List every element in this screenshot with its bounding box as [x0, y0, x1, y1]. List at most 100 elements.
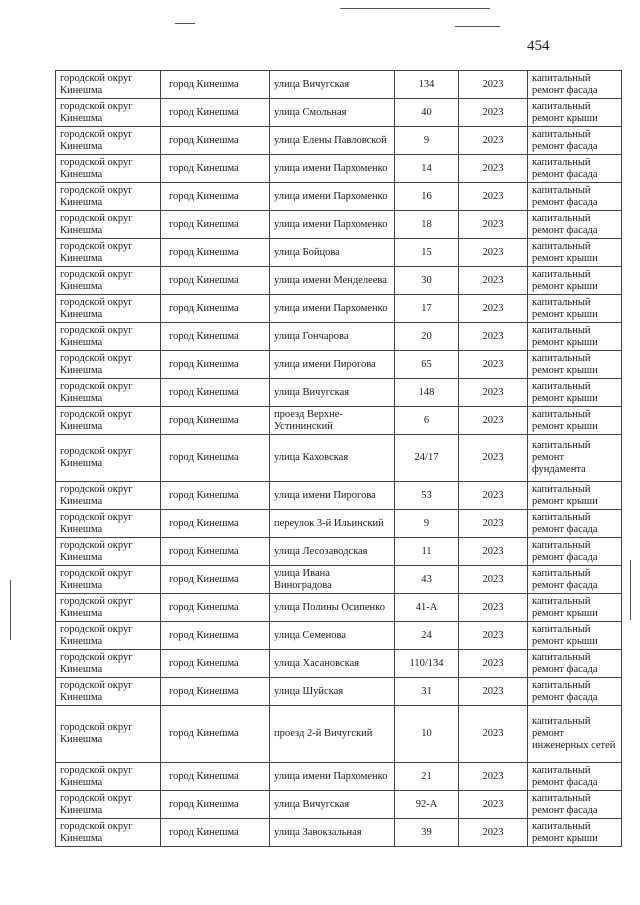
- work-type-cell: капитальный ремонт фасада: [527, 790, 622, 819]
- city-cell: город Кинешма: [160, 238, 270, 267]
- work-type-cell: капитальный ремонт фасада: [527, 154, 622, 183]
- year-cell: 2023: [458, 762, 528, 791]
- district-cell: городской округ Кинешма: [55, 266, 161, 295]
- street-cell: улица Полины Осипенко: [269, 593, 395, 622]
- year-cell: 2023: [458, 266, 528, 295]
- scan-artifact-top-line: [340, 8, 490, 9]
- work-type-cell: капитальный ремонт крыши: [527, 378, 622, 407]
- district-cell: городской округ Кинешма: [55, 565, 161, 594]
- table-row: городской округ Кинешма город Кинешма улиц…: [55, 154, 622, 183]
- street-cell: улица Гончарова: [269, 322, 395, 351]
- house-number-cell: 24: [394, 621, 459, 650]
- city-cell: город Кинешма: [160, 378, 270, 407]
- district-cell: городской округ Кинешма: [55, 818, 161, 847]
- city-cell: город Кинешма: [160, 537, 270, 566]
- table-row: городской округ Кинешма город Кинешма улиц…: [55, 537, 622, 566]
- district-cell: городской округ Кинешма: [55, 182, 161, 211]
- district-cell: городской округ Кинешма: [55, 649, 161, 678]
- city-cell: город Кинешма: [160, 509, 270, 538]
- house-number-cell: 40: [394, 98, 459, 127]
- year-cell: 2023: [458, 621, 528, 650]
- street-cell: улица имени Пархоменко: [269, 294, 395, 323]
- house-number-cell: 134: [394, 70, 459, 99]
- work-type-cell: капитальный ремонт фасада: [527, 70, 622, 99]
- year-cell: 2023: [458, 350, 528, 379]
- work-type-cell: капитальный ремонт крыши: [527, 98, 622, 127]
- district-cell: городской округ Кинешма: [55, 210, 161, 239]
- year-cell: 2023: [458, 481, 528, 510]
- street-cell: улица Елены Павловской: [269, 126, 395, 155]
- table-row: городской округ Кинешма город Кинешма улиц…: [55, 294, 622, 323]
- city-cell: город Кинешма: [160, 818, 270, 847]
- street-cell: улица имени Менделеева: [269, 266, 395, 295]
- work-type-cell: капитальный ремонт крыши: [527, 818, 622, 847]
- table-row: городской округ Кинешма город Кинешма улиц…: [55, 818, 622, 847]
- work-type-cell: капитальный ремонт крыши: [527, 294, 622, 323]
- table-row: городской округ Кинешма город Кинешма улиц…: [55, 621, 622, 650]
- street-cell: улица имени Пирогова: [269, 481, 395, 510]
- house-number-cell: 24/17: [394, 434, 459, 482]
- year-cell: 2023: [458, 154, 528, 183]
- scan-artifact-top-line: [455, 26, 500, 27]
- repair-schedule-table: городской округ Кинешма город Кинешма улиц…: [55, 70, 622, 847]
- scan-artifact-top-line: [175, 23, 195, 24]
- year-cell: 2023: [458, 818, 528, 847]
- work-type-cell: капитальный ремонт крыши: [527, 621, 622, 650]
- table-row: городской округ Кинешма город Кинешма улиц…: [55, 126, 622, 155]
- city-cell: город Кинешма: [160, 126, 270, 155]
- year-cell: 2023: [458, 238, 528, 267]
- city-cell: город Кинешма: [160, 677, 270, 706]
- year-cell: 2023: [458, 322, 528, 351]
- city-cell: город Кинешма: [160, 182, 270, 211]
- year-cell: 2023: [458, 70, 528, 99]
- year-cell: 2023: [458, 509, 528, 538]
- street-cell: улица Вичугская: [269, 70, 395, 99]
- house-number-cell: 41-А: [394, 593, 459, 622]
- year-cell: 2023: [458, 210, 528, 239]
- work-type-cell: капитальный ремонт фасада: [527, 649, 622, 678]
- house-number-cell: 15: [394, 238, 459, 267]
- city-cell: город Кинешма: [160, 481, 270, 510]
- district-cell: городской округ Кинешма: [55, 677, 161, 706]
- city-cell: город Кинешма: [160, 565, 270, 594]
- work-type-cell: капитальный ремонт крыши: [527, 350, 622, 379]
- table-row: городской округ Кинешма город Кинешма улиц…: [55, 210, 622, 239]
- street-cell: улица Бойцова: [269, 238, 395, 267]
- city-cell: город Кинешма: [160, 266, 270, 295]
- district-cell: городской округ Кинешма: [55, 322, 161, 351]
- street-cell: улица Смольная: [269, 98, 395, 127]
- table-row: городской округ Кинешма город Кинешма улиц…: [55, 593, 622, 622]
- house-number-cell: 43: [394, 565, 459, 594]
- street-cell: улица Каховская: [269, 434, 395, 482]
- street-cell: улица Завокзальная: [269, 818, 395, 847]
- work-type-cell: капитальный ремонт фасада: [527, 565, 622, 594]
- house-number-cell: 9: [394, 509, 459, 538]
- year-cell: 2023: [458, 294, 528, 323]
- year-cell: 2023: [458, 705, 528, 763]
- house-number-cell: 11: [394, 537, 459, 566]
- street-cell: улица Вичугская: [269, 790, 395, 819]
- table-row: городской округ Кинешма город Кинешма улиц…: [55, 649, 622, 678]
- house-number-cell: 148: [394, 378, 459, 407]
- year-cell: 2023: [458, 182, 528, 211]
- house-number-cell: 65: [394, 350, 459, 379]
- district-cell: городской округ Кинешма: [55, 621, 161, 650]
- house-number-cell: 20: [394, 322, 459, 351]
- city-cell: город Кинешма: [160, 98, 270, 127]
- street-cell: улица имени Пирогова: [269, 350, 395, 379]
- work-type-cell: капитальный ремонт крыши: [527, 481, 622, 510]
- house-number-cell: 9: [394, 126, 459, 155]
- table-row: городской округ Кинешма город Кинешма улиц…: [55, 481, 622, 510]
- district-cell: городской округ Кинешма: [55, 537, 161, 566]
- city-cell: город Кинешма: [160, 154, 270, 183]
- street-cell: улица Лесозаводская: [269, 537, 395, 566]
- table-row: городской округ Кинешма город Кинешма улиц…: [55, 266, 622, 295]
- district-cell: городской округ Кинешма: [55, 98, 161, 127]
- district-cell: городской округ Кинешма: [55, 406, 161, 435]
- city-cell: город Кинешма: [160, 210, 270, 239]
- house-number-cell: 10: [394, 705, 459, 763]
- work-type-cell: капитальный ремонт инженерных сетей: [527, 705, 622, 763]
- district-cell: городской округ Кинешма: [55, 294, 161, 323]
- street-cell: улица Вичугская: [269, 378, 395, 407]
- district-cell: городской округ Кинешма: [55, 705, 161, 763]
